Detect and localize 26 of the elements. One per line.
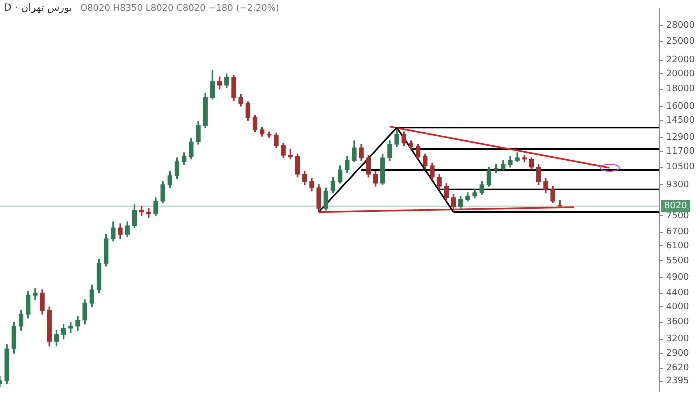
y-tick-label: 5500 — [666, 256, 690, 266]
y-tick-label: 11700 — [666, 147, 696, 158]
y-tick-label: 25000 — [666, 37, 696, 48]
y-tick-label: 3200 — [666, 334, 690, 345]
y-tick-label: 4900 — [666, 273, 690, 284]
chart-title: D · بورس تهران — [4, 3, 72, 14]
y-tick-label: 18000 — [666, 84, 696, 95]
y-tick-label: 2900 — [666, 348, 690, 359]
y-tick-label: 14500 — [666, 116, 696, 126]
y-tick-label: 12900 — [666, 132, 696, 143]
ref-line-label: 8020 — [664, 202, 688, 212]
y-tick-label: 6100 — [666, 241, 690, 252]
y-tick-label: 2395 — [666, 376, 690, 387]
y-tick-label: 20000 — [666, 69, 696, 80]
y-tick-label: 10500 — [666, 162, 696, 173]
y-tick-label: 2620 — [666, 364, 690, 374]
y-tick-label: 6700 — [666, 228, 690, 238]
y-tick-label: 7500 — [666, 211, 690, 222]
chart-subtitle: O8020 H8350 L8020 C8020 −180 (−2.20%) — [80, 4, 280, 14]
y-tick-label: 22000 — [666, 56, 696, 66]
y-tick-label: 28000 — [666, 20, 696, 31]
y-tick-label: 3600 — [666, 318, 690, 328]
y-tick-label: 4000 — [666, 302, 690, 312]
y-tick-label: 4400 — [666, 288, 690, 299]
y-tick-label: 9300 — [666, 180, 690, 190]
y-tick-label: 16000 — [666, 102, 696, 112]
